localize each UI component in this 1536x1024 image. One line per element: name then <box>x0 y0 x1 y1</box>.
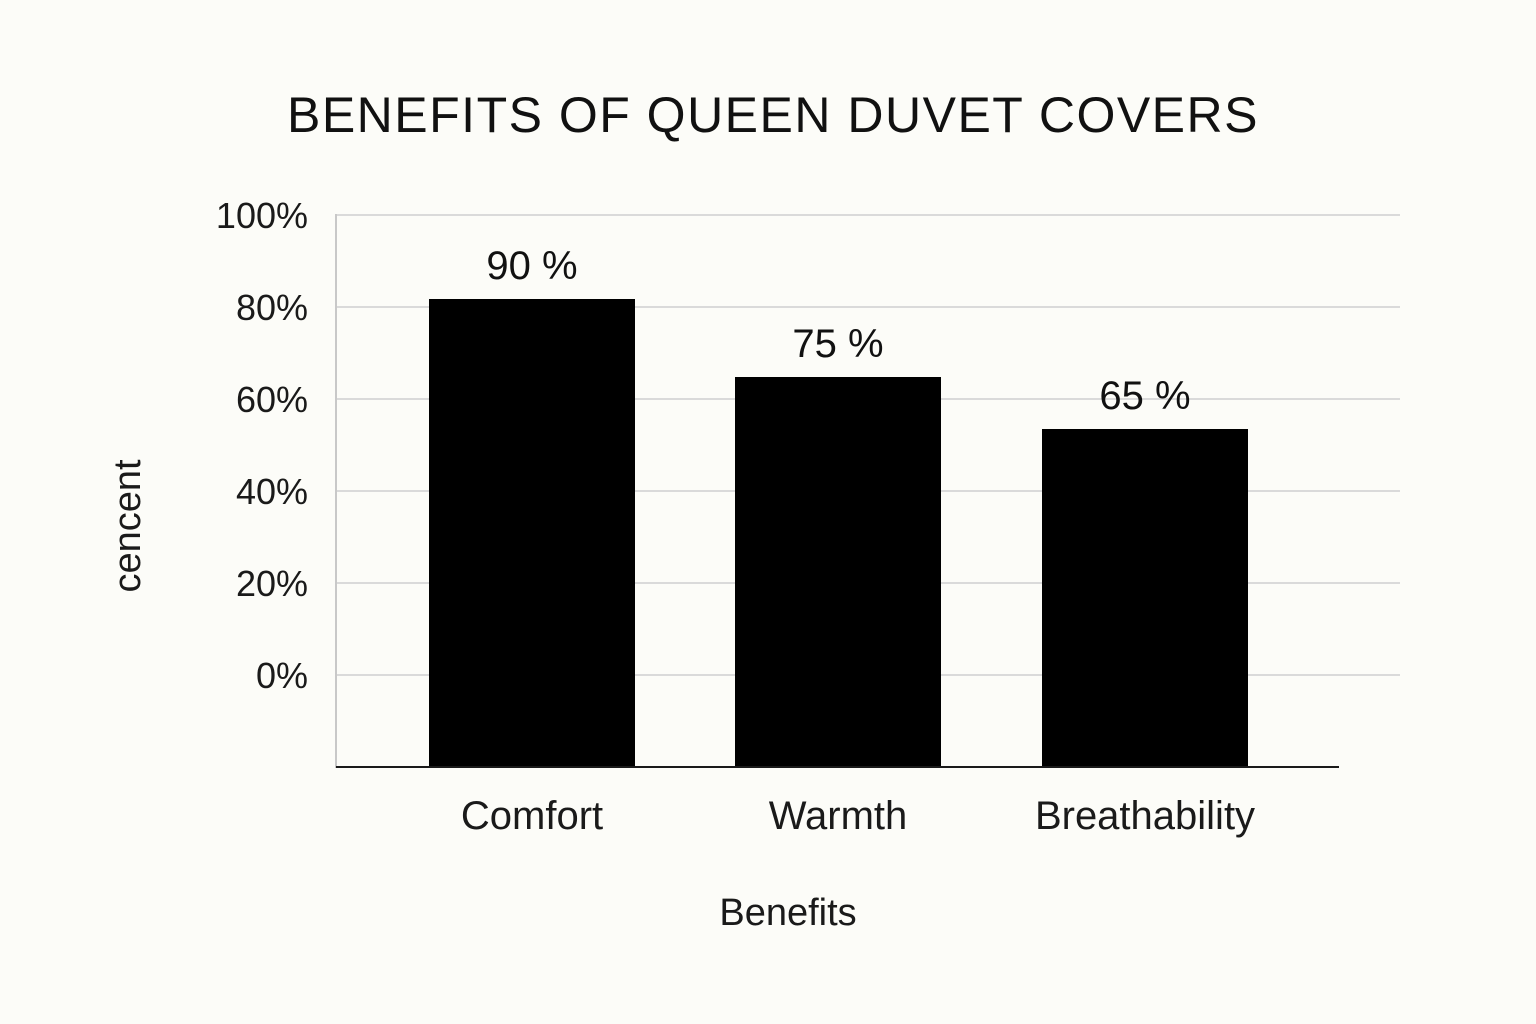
x-category-label: Comfort <box>461 794 603 838</box>
y-tick-label: 20% <box>236 563 308 604</box>
y-tick-label: 40% <box>236 471 308 512</box>
bar <box>429 299 635 767</box>
y-tick-label: 80% <box>236 287 308 328</box>
bar <box>735 377 941 767</box>
bar-value-label: 65 % <box>1099 374 1190 418</box>
x-axis-title: Benefits <box>719 892 856 934</box>
bar <box>1042 429 1248 767</box>
x-category-label: Breathability <box>1035 794 1255 838</box>
bar-value-label: 90 % <box>486 244 577 288</box>
x-category-label: Warmth <box>769 794 908 838</box>
data-labels: 90 % 75 % 65 % <box>486 244 1190 418</box>
bars <box>429 299 1248 767</box>
x-axis-categories: Comfort Warmth Breathability <box>461 794 1255 838</box>
y-tick-label: 60% <box>236 379 308 420</box>
bar-value-label: 75 % <box>792 322 883 366</box>
y-axis-title: cencent <box>107 459 149 593</box>
chart-title: BENEFITS OF QUEEN DUVET COVERS <box>287 87 1259 143</box>
y-tick-label: 0% <box>256 655 308 696</box>
y-axis-ticks: 0% 20% 40% 60% 80% 100% <box>216 195 308 696</box>
y-tick-label: 100% <box>216 195 308 236</box>
